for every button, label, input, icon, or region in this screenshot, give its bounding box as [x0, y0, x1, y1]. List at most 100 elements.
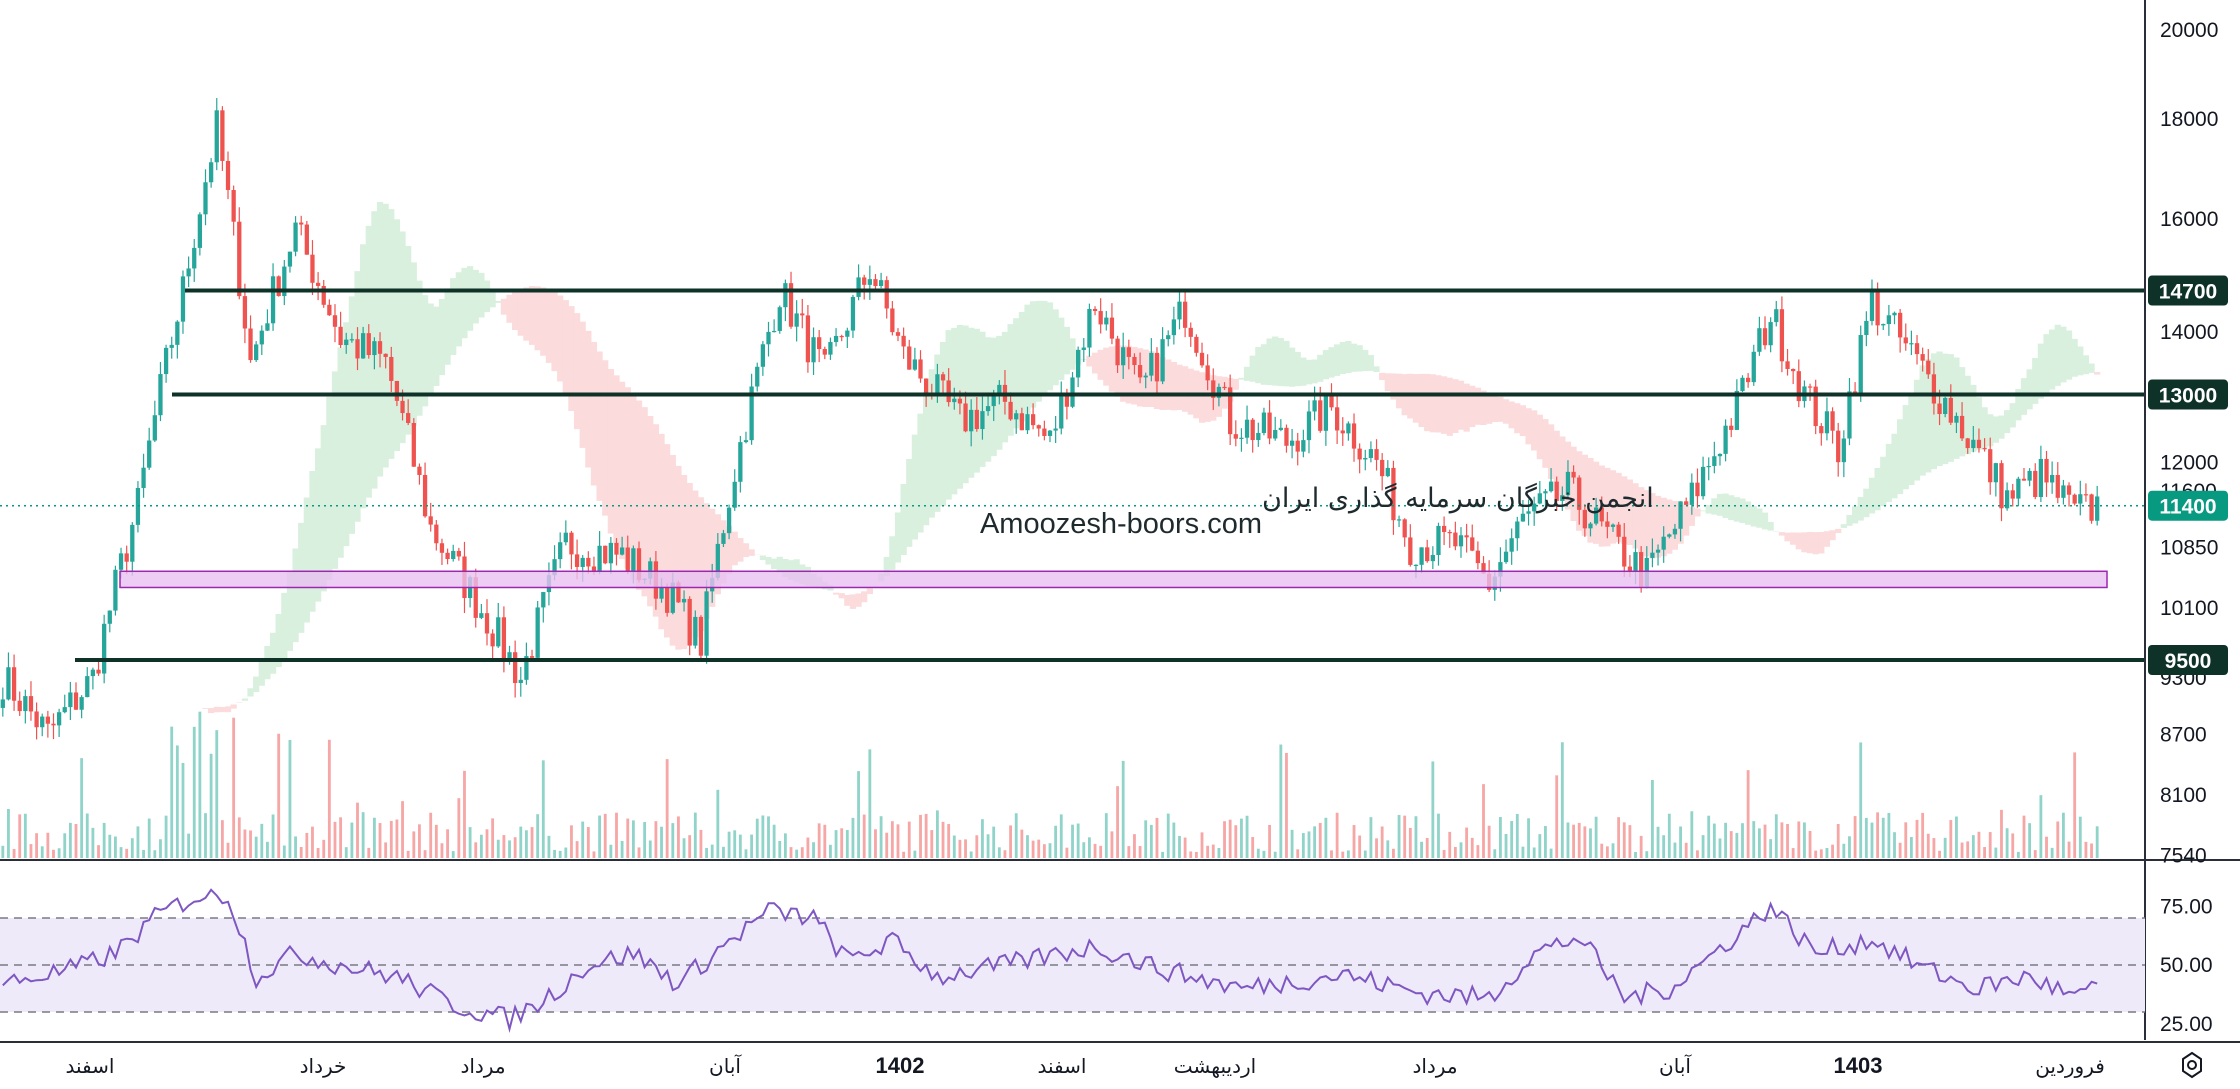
candle[interactable]: [1560, 486, 1565, 511]
candle[interactable]: [1425, 539, 1430, 563]
candle[interactable]: [603, 545, 608, 565]
candle[interactable]: [152, 400, 157, 443]
candle[interactable]: [158, 361, 163, 422]
candle[interactable]: [282, 260, 287, 306]
candle[interactable]: [135, 481, 141, 533]
candle[interactable]: [1684, 497, 1689, 505]
candle[interactable]: [1824, 397, 1830, 441]
candle[interactable]: [1841, 430, 1846, 478]
candle[interactable]: [2078, 480, 2083, 516]
candle[interactable]: [1419, 547, 1424, 574]
candle[interactable]: [1503, 539, 1509, 564]
candle[interactable]: [428, 502, 433, 532]
candle[interactable]: [1323, 392, 1329, 446]
candle[interactable]: [1166, 330, 1171, 347]
candle[interactable]: [1712, 441, 1717, 474]
candle[interactable]: [558, 532, 563, 569]
candle[interactable]: [62, 694, 67, 714]
candle[interactable]: [1363, 449, 1368, 471]
candle[interactable]: [811, 327, 816, 375]
candle[interactable]: [1402, 518, 1407, 547]
candle[interactable]: [68, 681, 73, 721]
candle[interactable]: [287, 251, 293, 273]
candle[interactable]: [248, 315, 253, 363]
candle[interactable]: [372, 337, 377, 370]
candle[interactable]: [496, 602, 501, 648]
candle[interactable]: [693, 610, 698, 649]
candle[interactable]: [1380, 453, 1385, 491]
candle[interactable]: [794, 300, 799, 342]
support-zone[interactable]: [119, 570, 2108, 589]
candle[interactable]: [1706, 457, 1711, 481]
candle[interactable]: [1261, 407, 1267, 436]
candle[interactable]: [1132, 353, 1137, 375]
candle[interactable]: [1385, 460, 1390, 478]
candle[interactable]: [856, 264, 861, 301]
candle[interactable]: [17, 691, 22, 716]
candle[interactable]: [912, 347, 918, 371]
candle[interactable]: [169, 336, 174, 359]
candle[interactable]: [1368, 441, 1374, 463]
candle[interactable]: [1222, 382, 1227, 391]
candle[interactable]: [901, 327, 906, 359]
candle[interactable]: [2044, 450, 2049, 497]
candle[interactable]: [1999, 460, 2004, 522]
candle[interactable]: [1813, 379, 1818, 435]
candle[interactable]: [141, 453, 146, 498]
candle[interactable]: [850, 294, 856, 338]
candle[interactable]: [1256, 422, 1261, 447]
candle[interactable]: [1548, 468, 1554, 493]
candle[interactable]: [1852, 382, 1858, 394]
candle[interactable]: [180, 270, 186, 334]
candle[interactable]: [1593, 497, 1599, 526]
candle[interactable]: [1284, 424, 1289, 453]
candle[interactable]: [614, 538, 619, 566]
candle[interactable]: [147, 427, 152, 470]
candle[interactable]: [1605, 512, 1610, 539]
rsi-line[interactable]: [2, 888, 2098, 1033]
candle[interactable]: [1667, 533, 1672, 539]
candle[interactable]: [439, 538, 445, 565]
candle[interactable]: [1836, 422, 1841, 477]
candle[interactable]: [1244, 405, 1250, 444]
candle[interactable]: [113, 565, 118, 616]
candle[interactable]: [1886, 304, 1892, 336]
candle[interactable]: [2027, 468, 2032, 487]
candle[interactable]: [1301, 429, 1306, 458]
candle[interactable]: [0, 687, 5, 717]
candle[interactable]: [2021, 468, 2027, 481]
candle[interactable]: [1774, 300, 1779, 327]
candle[interactable]: [422, 462, 428, 518]
candle[interactable]: [1295, 432, 1300, 466]
candle[interactable]: [270, 263, 276, 331]
candle[interactable]: [1751, 344, 1756, 386]
candle[interactable]: [208, 158, 214, 188]
candle[interactable]: [214, 98, 219, 171]
candle[interactable]: [878, 272, 884, 289]
candle[interactable]: [884, 276, 889, 319]
candle[interactable]: [1897, 308, 1903, 353]
candle[interactable]: [2066, 482, 2072, 507]
candle[interactable]: [665, 583, 670, 617]
candle[interactable]: [1194, 334, 1199, 357]
candle[interactable]: [1025, 406, 1030, 434]
candle[interactable]: [687, 596, 692, 656]
candle[interactable]: [163, 344, 169, 383]
candle[interactable]: [304, 221, 309, 255]
candle[interactable]: [23, 689, 28, 724]
candle[interactable]: [34, 702, 39, 740]
candle[interactable]: [1982, 438, 1987, 452]
settings-icon[interactable]: [2182, 1051, 2202, 1079]
candle[interactable]: [2016, 476, 2021, 507]
candle[interactable]: [997, 380, 1002, 405]
candle[interactable]: [445, 548, 450, 565]
candle[interactable]: [1239, 428, 1244, 452]
candle[interactable]: [1329, 383, 1334, 411]
candle[interactable]: [1988, 437, 1993, 495]
candle[interactable]: [484, 599, 490, 646]
candle[interactable]: [1267, 400, 1272, 445]
candle[interactable]: [1526, 499, 1531, 526]
candle[interactable]: [1233, 420, 1238, 447]
candle[interactable]: [1768, 317, 1773, 353]
candle[interactable]: [788, 271, 794, 329]
